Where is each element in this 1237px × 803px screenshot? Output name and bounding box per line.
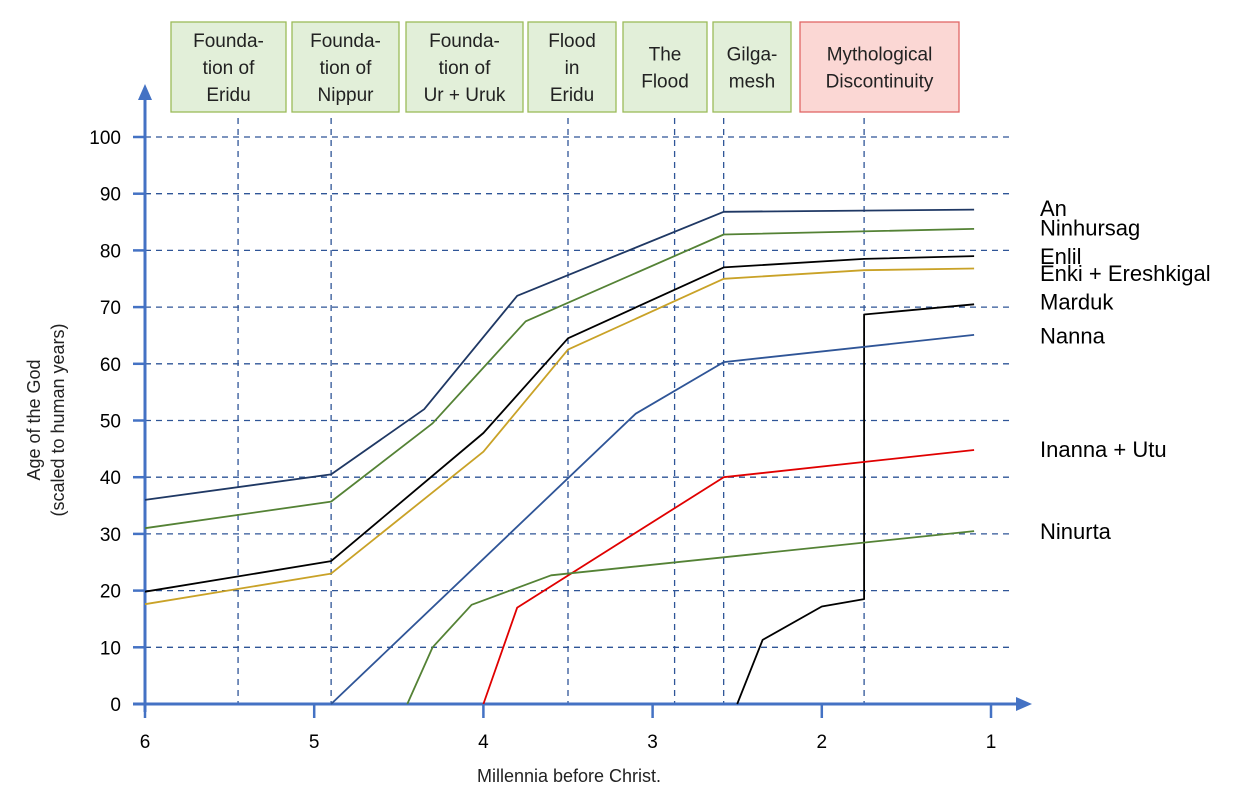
y-axis-title-line: (scaled to human years) xyxy=(48,323,68,516)
x-tick-label: 6 xyxy=(140,732,151,753)
y-axis-title: Age of the God (scaled to human years) xyxy=(24,323,68,516)
series-line-enki-ereshkigal xyxy=(144,267,975,606)
grid xyxy=(145,118,1013,704)
y-tick-label: 60 xyxy=(100,355,121,376)
axes xyxy=(133,84,1032,718)
event-label: Ur + Uruk xyxy=(424,85,506,106)
event-label: Gilga- xyxy=(727,45,778,66)
series-label-inanna-utu: Inanna + Utu xyxy=(1040,437,1167,462)
x-tick-label: 5 xyxy=(309,732,320,753)
event-label: tion of xyxy=(439,58,491,79)
event-box xyxy=(712,21,792,113)
x-axis-title: Millennia before Christ. xyxy=(477,766,661,786)
y-tick-label: 20 xyxy=(100,582,121,603)
series-label-enki-ereshkigal: Enki + Ereshkigal xyxy=(1040,261,1211,286)
event-box xyxy=(527,21,617,113)
y-tick-label: 90 xyxy=(100,185,121,206)
series-line-inanna-utu xyxy=(482,449,975,705)
event-label: Eridu xyxy=(206,85,250,106)
tick-labels: 0 10 20 30 40 50 60 70 80 90 100 6 5 4 3 2 1 xyxy=(89,128,996,753)
event-label: The xyxy=(649,45,682,66)
x-tick-label: 1 xyxy=(986,732,997,753)
y-tick-label: 50 xyxy=(100,412,121,433)
x-tick-label: 2 xyxy=(817,732,828,753)
series-label-an: An xyxy=(1040,196,1067,221)
event-label: Flood xyxy=(641,72,689,93)
y-tick-label: 40 xyxy=(100,468,121,489)
y-axis-arrow xyxy=(138,84,152,100)
y-tick-label: 100 xyxy=(89,128,121,149)
series-label-enlil: Enlil xyxy=(1040,244,1082,269)
x-tick-label: 3 xyxy=(647,732,658,753)
event-boxes: Founda-tion of Eridu Founda-tion of Nippur F… xyxy=(170,21,960,113)
y-axis-title-line: Age of the God xyxy=(24,359,44,480)
series-label-ninhursag: Ninhursag xyxy=(1040,216,1140,241)
series-line-enlil xyxy=(144,255,975,593)
event-label: Mythological xyxy=(827,45,933,66)
event-box xyxy=(291,21,400,113)
series-label-nanna: Nanna xyxy=(1040,323,1106,348)
event-label: Founda- xyxy=(193,31,264,52)
event-box xyxy=(405,21,524,113)
event-label: Founda- xyxy=(310,31,381,52)
event-label: Discontinuity xyxy=(826,72,934,93)
event-box xyxy=(170,21,287,113)
event-label: Founda- xyxy=(429,31,500,52)
series-lines xyxy=(144,208,975,705)
event-box xyxy=(622,21,708,113)
event-label: Eridu xyxy=(550,85,594,106)
event-label: tion of xyxy=(320,58,372,79)
y-tick-label: 0 xyxy=(110,695,121,716)
event-box xyxy=(799,21,960,113)
event-label: Nippur xyxy=(318,85,375,106)
series-line-an xyxy=(144,208,975,501)
event-label: mesh xyxy=(729,72,775,93)
y-tick-label: 80 xyxy=(100,241,121,262)
y-tick-label: 30 xyxy=(100,525,121,546)
series-line-marduk xyxy=(736,303,975,705)
series-line-nanna xyxy=(330,334,975,705)
event-label: Flood xyxy=(548,31,596,52)
series-label-marduk: Marduk xyxy=(1040,289,1114,314)
event-label: tion of xyxy=(203,58,255,79)
series-label-ninurta: Ninurta xyxy=(1040,519,1112,544)
series-line-ninurta xyxy=(406,530,975,705)
event-label: in xyxy=(565,58,580,79)
series-line-ninhursag xyxy=(144,228,975,530)
x-tick-label: 4 xyxy=(478,732,489,753)
y-tick-label: 10 xyxy=(100,638,121,659)
y-tick-label: 70 xyxy=(100,298,121,319)
x-axis-arrow xyxy=(1016,697,1032,711)
